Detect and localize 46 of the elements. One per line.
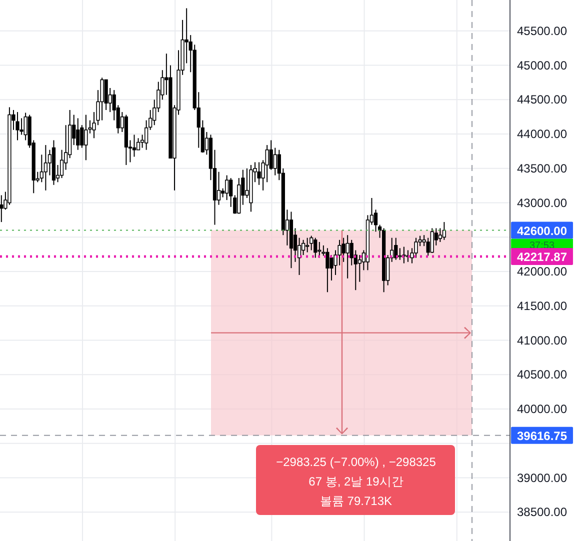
- y-tick-label: 44500.00: [516, 92, 568, 107]
- candlestick: [0, 194, 4, 223]
- y-tick-label: 42000.00: [516, 264, 568, 279]
- candlestick: [374, 209, 378, 232]
- candlestick: [144, 120, 148, 150]
- y-tick-label: 45500.00: [516, 24, 568, 38]
- candlestick: [306, 237, 310, 253]
- y-tick-label: 40500.00: [516, 368, 568, 382]
- candlestick: [44, 144, 48, 191]
- candlestick: [430, 228, 434, 254]
- candlestick: [346, 234, 350, 279]
- candlestick: [76, 118, 80, 150]
- candlestick: [84, 114, 88, 161]
- candlestick: [318, 241, 322, 258]
- y-tick-label: 38500.00: [516, 505, 568, 520]
- candlestick: [132, 134, 136, 158]
- ref-line-label: 42600.00: [516, 224, 568, 238]
- candlestick: [314, 237, 318, 258]
- candlestick: [104, 79, 108, 110]
- y-tick-label: 39000.00: [516, 470, 568, 485]
- ref-line-label: 42217.87: [516, 250, 568, 264]
- candlestick: [265, 144, 269, 183]
- y-tick-label: 41500.00: [516, 298, 568, 313]
- candlestick: [310, 235, 314, 251]
- y-tick-label: 43000.00: [516, 196, 568, 210]
- y-tick-label: 43500.00: [516, 161, 568, 176]
- candlestick: [257, 162, 261, 186]
- ref-line-label: 39616.75: [516, 428, 568, 443]
- annotation: 67 봉, 2날 19시간: [308, 474, 404, 488]
- candlestick: [136, 138, 140, 150]
- candlestick: [225, 174, 229, 201]
- y-tick-label: 40000.00: [516, 402, 568, 416]
- candlestick: [273, 147, 277, 176]
- candlestick: [326, 248, 330, 293]
- candlestick: [60, 149, 64, 179]
- annotation: −2983.25 (−7.00%) , −298325: [276, 455, 436, 469]
- candlestick: [216, 171, 221, 206]
- y-tick-label: 41000.00: [516, 333, 568, 348]
- candlestick: [442, 222, 446, 240]
- candlestick: [398, 248, 402, 260]
- candlestick: [342, 237, 346, 262]
- annotation: 볼륨 79.713K: [320, 494, 392, 508]
- y-tick-label: 45000.00: [516, 58, 568, 72]
- candlestick: [16, 112, 20, 141]
- candlestick: [100, 77, 104, 121]
- y-tick-label: 44000.00: [516, 127, 568, 142]
